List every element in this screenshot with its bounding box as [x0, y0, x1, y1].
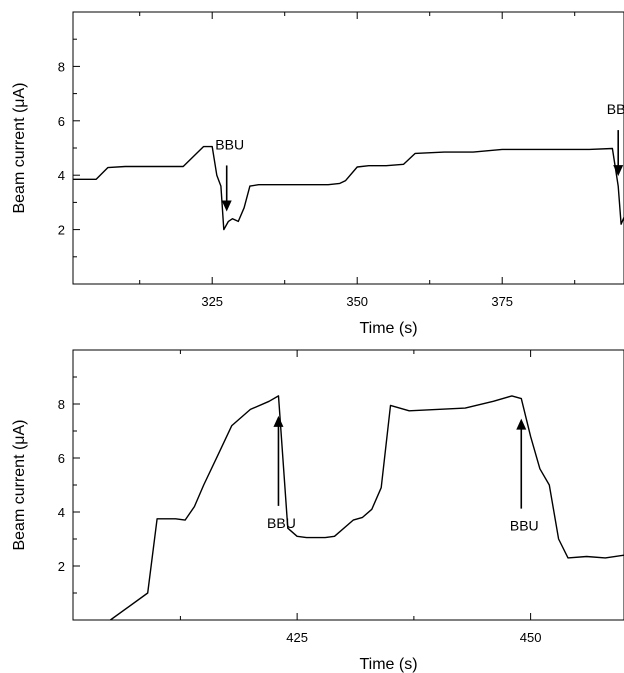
beam-current-series [73, 145, 624, 231]
bbu-arrow-head [613, 165, 624, 177]
bbu-annotation-label: BBU [607, 101, 624, 117]
x-tick-label: 450 [520, 630, 542, 645]
x-tick-label: 425 [286, 630, 308, 645]
y-tick-label: 8 [58, 397, 65, 412]
x-tick-label: 325 [201, 294, 223, 309]
y-tick-label: 4 [58, 168, 65, 183]
plot-frame [72, 11, 624, 285]
y-tick-label: 2 [58, 559, 65, 574]
y-axis-title: Beam current (μA) [11, 419, 28, 550]
x-axis-title: Time (s) [359, 320, 417, 337]
bottom-panel: 425 450 2 4 6 8 Time (s) Beam current (μA) BBU BB… [11, 349, 624, 673]
bbu-annotation-label: BBU [267, 515, 296, 531]
x-tick-label: 350 [346, 294, 368, 309]
x-axis-title: Time (s) [359, 656, 417, 673]
y-tick-label: 8 [58, 59, 65, 74]
beam-current-series [109, 395, 624, 620]
y-tick-label: 6 [58, 114, 65, 129]
y-tick-label: 6 [58, 451, 65, 466]
y-tick-label: 4 [58, 505, 65, 520]
bbu-annotation-label: BBU [215, 136, 244, 152]
bbu-annotation-label: BBU [510, 518, 539, 534]
bbu-arrow-head [273, 415, 284, 427]
y-axis-title: Beam current (μA) [11, 82, 28, 213]
bbu-arrow-head [516, 418, 527, 430]
y-tick-label: 2 [58, 223, 65, 238]
x-tick-label: 375 [491, 294, 513, 309]
top-panel: 325 350 375 2 4 6 8 Time (s) Beam current (μA) BB… [11, 11, 624, 337]
bbu-arrow-head [221, 200, 232, 212]
plot-frame [72, 349, 624, 621]
